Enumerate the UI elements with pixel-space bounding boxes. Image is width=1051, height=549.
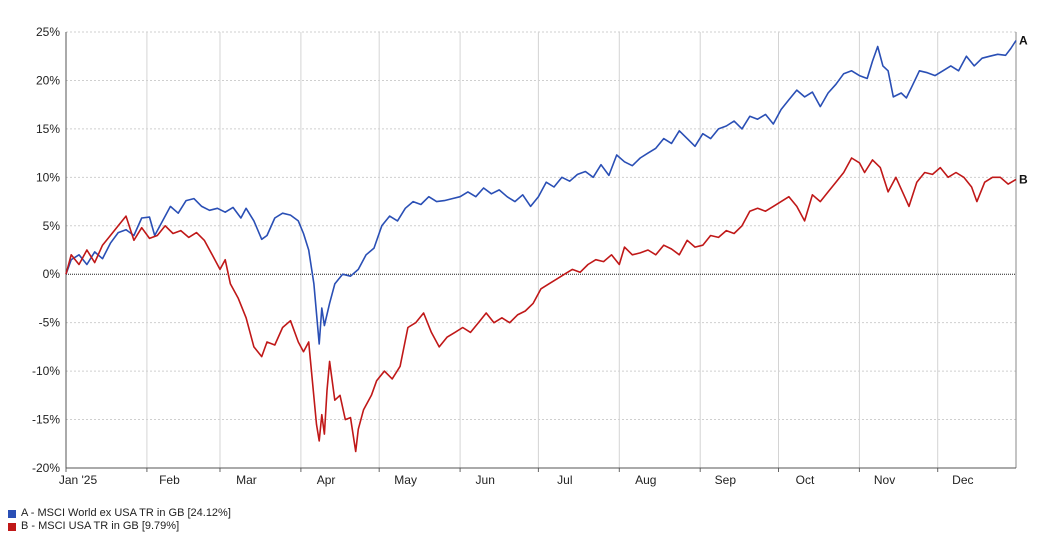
y-tick-label: -20% bbox=[32, 461, 60, 475]
y-tick-label: -5% bbox=[39, 316, 61, 330]
legend-item-b: B - MSCI USA TR in GB [9.79%] bbox=[8, 520, 231, 533]
x-tick-label: Dec bbox=[952, 473, 973, 487]
y-tick-label: 10% bbox=[36, 170, 60, 184]
legend-swatch-b bbox=[8, 522, 16, 531]
y-tick-label: 0% bbox=[43, 267, 61, 281]
series-end-label-a: A bbox=[1019, 34, 1028, 48]
x-tick-label: Apr bbox=[317, 473, 336, 487]
legend-item-a: A - MSCI World ex USA TR in GB [24.12%] bbox=[8, 507, 231, 520]
series-end-label-b: B bbox=[1019, 172, 1028, 186]
y-tick-label: 15% bbox=[36, 122, 60, 136]
axes-layer bbox=[65, 32, 1017, 472]
y-tick-label: -15% bbox=[32, 413, 60, 427]
x-tick-label: Jun bbox=[476, 473, 495, 487]
y-tick-label: -10% bbox=[32, 364, 60, 378]
x-tick-label: Jan '25 bbox=[59, 473, 98, 487]
y-tick-label: 5% bbox=[43, 219, 61, 233]
labels-layer: 25% 20% 15% 10% 5% 0% -5% -10% -15% -20%Jan '25 Fe… bbox=[32, 25, 1028, 487]
legend-swatch-a bbox=[8, 509, 16, 518]
y-tick-label: 20% bbox=[36, 73, 60, 87]
x-tick-label: Jul bbox=[557, 473, 572, 487]
legend-label-a: A - MSCI World ex USA TR in GB [24.12%] bbox=[21, 507, 231, 519]
series-line-b bbox=[65, 157, 1017, 453]
x-tick-label: Nov bbox=[874, 473, 895, 487]
grid-layer bbox=[66, 31, 1016, 468]
legend-label-b: B - MSCI USA TR in GB [9.79%] bbox=[21, 520, 180, 532]
x-tick-label: Sep bbox=[715, 473, 737, 487]
chart-legend: A - MSCI World ex USA TR in GB [24.12%] … bbox=[8, 507, 231, 533]
x-tick-label: Oct bbox=[796, 473, 815, 487]
performance-line-chart: 25% 20% 15% 10% 5% 0% -5% -10% -15% -20%Jan '25 Fe… bbox=[32, 25, 1028, 487]
x-tick-label: Aug bbox=[635, 473, 656, 487]
x-tick-label: Mar bbox=[236, 473, 257, 487]
series-line-a bbox=[65, 40, 1017, 345]
x-tick-label: May bbox=[394, 473, 417, 487]
y-tick-label: 25% bbox=[36, 25, 60, 39]
x-tick-label: Feb bbox=[159, 473, 180, 487]
series-layer bbox=[65, 40, 1017, 453]
